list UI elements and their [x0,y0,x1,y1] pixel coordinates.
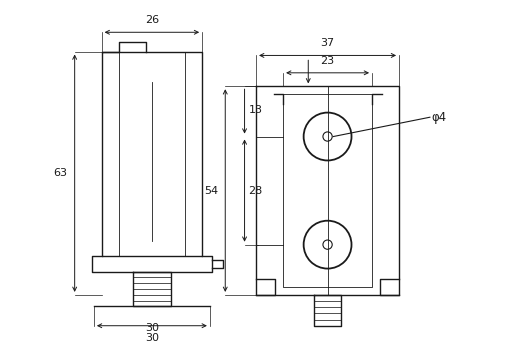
Text: 30: 30 [145,333,159,343]
Text: 37: 37 [320,39,335,48]
Text: 63: 63 [54,168,68,178]
Text: 54: 54 [204,185,218,195]
Text: 26: 26 [145,15,159,25]
Text: φ4: φ4 [432,111,447,124]
Text: 23: 23 [320,56,335,66]
Text: 30: 30 [145,323,159,333]
Text: 13: 13 [249,105,263,115]
Text: 28: 28 [249,185,263,195]
